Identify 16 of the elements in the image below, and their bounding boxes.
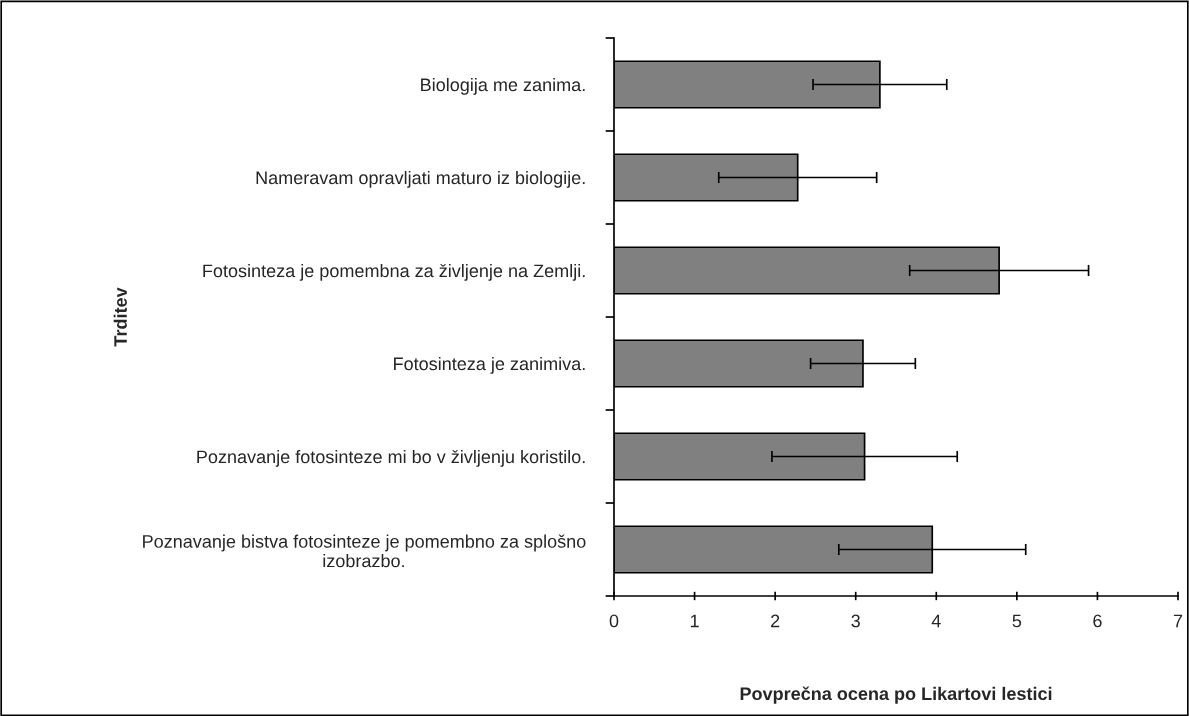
x-axis-title: Povprečna ocena po Likartovi lestici [740,686,1052,704]
x-tick-label: 1 [690,614,699,628]
y-tick-label: Poznavanje bistva fotosinteze je pomembno za splošno izobrazbo. [143,534,586,568]
y-axis-title: Trditev [113,287,127,347]
y-tick-label: Fotosinteza je zanimiva. [394,356,585,374]
x-tick-label: 5 [1012,614,1022,628]
x-tick-label: 3 [851,614,860,628]
x-tick-label: 7 [1173,614,1183,628]
y-tick-label: Biologija me zanima. [421,77,585,95]
y-tick-label: Nameravam opravljati maturo iz biologije. [256,170,585,188]
x-tick-label: 4 [931,614,941,628]
x-tick-label: 0 [609,614,619,628]
x-tick-label: 6 [1093,614,1102,628]
y-tick-label: Fotosinteza je pomembna za življenje na Zemlji. [203,263,585,281]
y-tick-label: Poznavanje fotosinteze mi bo v življenju koristilo. [197,449,585,467]
x-tick-label: 2 [771,614,780,628]
